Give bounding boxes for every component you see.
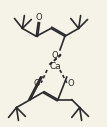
Text: O: O [52, 51, 58, 60]
Text: O: O [67, 79, 74, 88]
Text: O: O [34, 79, 41, 88]
Text: Ca: Ca [49, 62, 61, 72]
Text: O: O [36, 13, 42, 22]
